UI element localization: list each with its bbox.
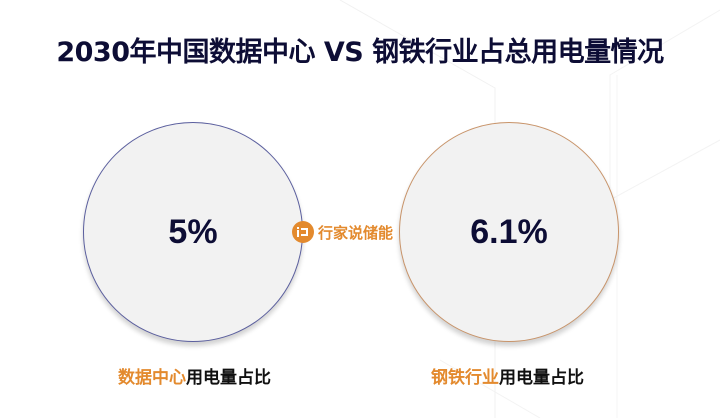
data-center-percentage: 5% — [168, 212, 218, 251]
caption-highlight: 钢铁行业 — [431, 368, 499, 388]
page-title: 2030年中国数据中心 VS 钢铁行业占总用电量情况 — [56, 37, 664, 68]
brand-logo-icon — [292, 221, 314, 243]
caption-highlight: 数据中心 — [118, 368, 186, 388]
caption-rest: 用电量占比 — [186, 368, 271, 388]
steel-industry-percentage: 6.1% — [470, 212, 548, 251]
watermark: 行家说储能 — [292, 220, 393, 244]
steel-industry-circle: 6.1% — [399, 122, 619, 342]
data-center-circle: 5% — [83, 122, 303, 342]
data-center-caption: 数据中心用电量占比 — [118, 363, 271, 388]
watermark-text: 行家说储能 — [318, 223, 394, 242]
caption-rest: 用电量占比 — [499, 368, 584, 388]
steel-industry-caption: 钢铁行业用电量占比 — [431, 363, 584, 388]
